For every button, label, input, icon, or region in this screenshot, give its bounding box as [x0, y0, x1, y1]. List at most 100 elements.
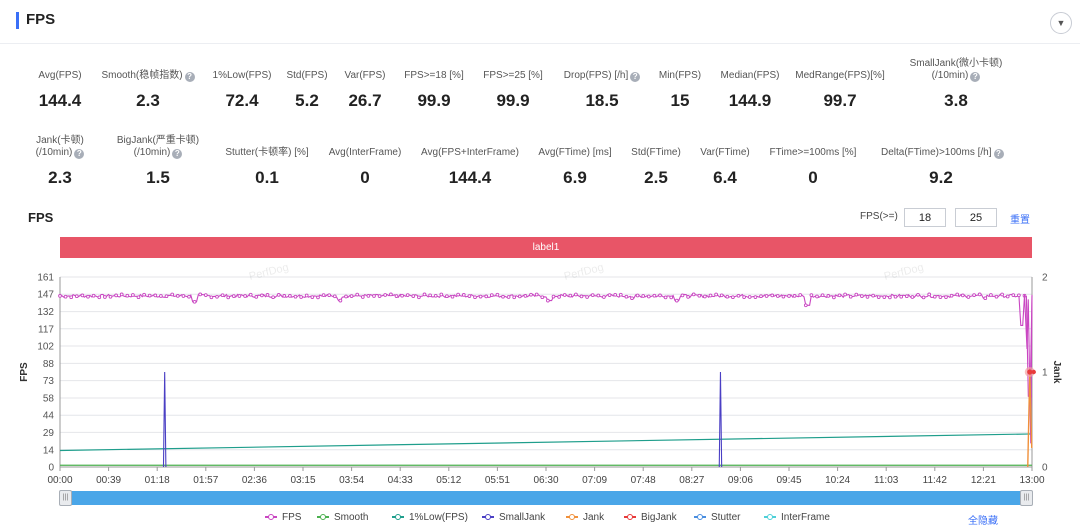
fps-point	[304, 293, 309, 298]
fps-point	[58, 294, 62, 298]
help-icon[interactable]: ?	[172, 149, 183, 159]
time-range-slider[interactable]: ||| |||	[59, 490, 1033, 506]
help-icon[interactable]: ?	[184, 72, 195, 82]
fps-point	[433, 293, 438, 298]
fps-point	[523, 294, 528, 298]
panel-title: FPS	[26, 11, 56, 28]
fps-point	[938, 295, 943, 299]
metric-metrics_row2-0: Jank(卡顿) (/10min)? 2.3	[0, 135, 120, 188]
legend-marker-icon	[320, 514, 326, 520]
fps-threshold-input-1[interactable]	[904, 208, 946, 227]
fps-point	[119, 292, 124, 297]
metric-label: Median(FPS)	[690, 70, 810, 82]
fps-chart[interactable]: PerfDog PerfDog PerfDog 014294458738810211…	[0, 260, 1080, 490]
help-icon[interactable]: ?	[993, 149, 1004, 159]
fps-point	[405, 293, 410, 297]
metric-label-text: Avg(InterFrame)	[328, 147, 402, 158]
chart-grid	[60, 276, 1032, 468]
metric-value: 26.7	[348, 91, 382, 110]
metric-value: 99.9	[496, 91, 530, 110]
fps-point	[910, 295, 915, 299]
fps-point	[265, 293, 270, 297]
slider-left-handle[interactable]: |||	[59, 490, 72, 506]
fps-point	[187, 294, 191, 299]
help-icon[interactable]: ?	[970, 72, 981, 82]
reset-button[interactable]: 重置	[1010, 215, 1030, 226]
fps-point	[932, 294, 937, 299]
series-1pct-low-line	[59, 433, 1033, 452]
fps-point	[663, 295, 668, 300]
fps-point	[972, 293, 976, 297]
metric-metrics_row1-3: Std(FPS) 5.2	[247, 70, 367, 111]
x-tick-label: 05:51	[485, 475, 510, 486]
legend-label: SmallJank	[499, 512, 546, 523]
fps-point	[854, 292, 859, 297]
metric-value: 72.4	[225, 91, 259, 110]
legend-label: 1%Low(FPS)	[409, 512, 468, 523]
label-band[interactable]: label1	[60, 237, 1032, 258]
help-icon[interactable]: ?	[74, 149, 85, 159]
fps-point	[372, 294, 376, 298]
fps-point	[742, 295, 746, 299]
fps-point	[428, 293, 432, 298]
x-tick-label: 00:00	[47, 475, 72, 486]
chart-series	[58, 292, 1036, 468]
metric-metrics_row2-6: Std(FTime) 2.5	[596, 147, 716, 188]
metric-metrics_row1-8: Min(FPS) 15	[620, 70, 740, 111]
metric-value: 3.8	[944, 91, 968, 110]
metric-label-text: Var(FTime)	[700, 147, 750, 158]
fps-point	[198, 292, 203, 297]
fps-point	[680, 293, 685, 298]
metric-value: 0	[808, 168, 818, 187]
metric-label: MedRange(FPS)[%]	[780, 70, 900, 82]
metric-label-text: Min(FPS)	[658, 70, 702, 81]
watermark-text: PerfDog	[883, 262, 925, 283]
metric-label-unit: (/10min)?	[0, 147, 120, 159]
metric-metrics_row2-4: Avg(FPS+InterFrame) 144.4	[410, 147, 530, 188]
legend-marker-icon	[767, 514, 773, 520]
metric-label: Min(FPS)	[620, 70, 740, 82]
y-tick-label: 0	[48, 463, 54, 474]
panel-header: FPS ▼	[0, 0, 1080, 44]
fps-threshold-input-2[interactable]	[955, 208, 997, 227]
fps-point	[445, 294, 449, 299]
metric-label-text: Jank(卡顿)	[36, 135, 84, 146]
y-tick-label: 132	[37, 307, 54, 318]
metric-label-text: Smooth(稳帧指数)	[101, 70, 183, 81]
metric-value: 0	[360, 168, 370, 187]
metric-label: Avg(FPS+InterFrame)	[410, 147, 530, 159]
fps-point	[613, 292, 618, 297]
metric-label-text: Stutter(卡顿率) [%]	[225, 147, 309, 158]
y-tick-label: 73	[43, 376, 55, 387]
metric-label-text: Median(FPS)	[720, 70, 780, 81]
chevron-down-icon[interactable]: ▼	[1050, 12, 1072, 34]
legend-marker-icon	[697, 514, 703, 520]
fps-point	[703, 294, 707, 299]
metric-value: 15	[670, 91, 690, 110]
watermark-text: PerfDog	[248, 262, 290, 283]
metric-label-text: Drop(FPS) [/h]	[563, 70, 629, 81]
fps-point	[260, 293, 264, 298]
slider-right-handle[interactable]: |||	[1020, 490, 1033, 506]
x-tick-label: 02:36	[242, 475, 267, 486]
fps-point	[288, 294, 292, 298]
fps-point	[770, 293, 775, 298]
x-tick-label: 07:48	[631, 475, 656, 486]
x-tick-label: 06:30	[533, 475, 558, 486]
hide-all-button[interactable]: 全隐藏	[968, 516, 998, 527]
fps-point	[955, 292, 960, 297]
fps-point	[220, 293, 225, 298]
help-icon[interactable]: ?	[630, 72, 641, 82]
y-tick-label: 102	[37, 342, 54, 353]
fps-point	[473, 295, 477, 300]
fps-point	[658, 293, 662, 298]
metric-value: 99.7	[823, 91, 857, 110]
series-fps-markers	[58, 292, 1032, 399]
watermark-text: PerfDog	[563, 262, 605, 283]
fps-point	[80, 293, 85, 298]
fps-point	[142, 292, 146, 297]
x-tick-label: 07:09	[582, 475, 607, 486]
y-tick-label: 29	[43, 428, 55, 439]
fps-point	[568, 293, 573, 298]
fps-point	[484, 294, 489, 299]
